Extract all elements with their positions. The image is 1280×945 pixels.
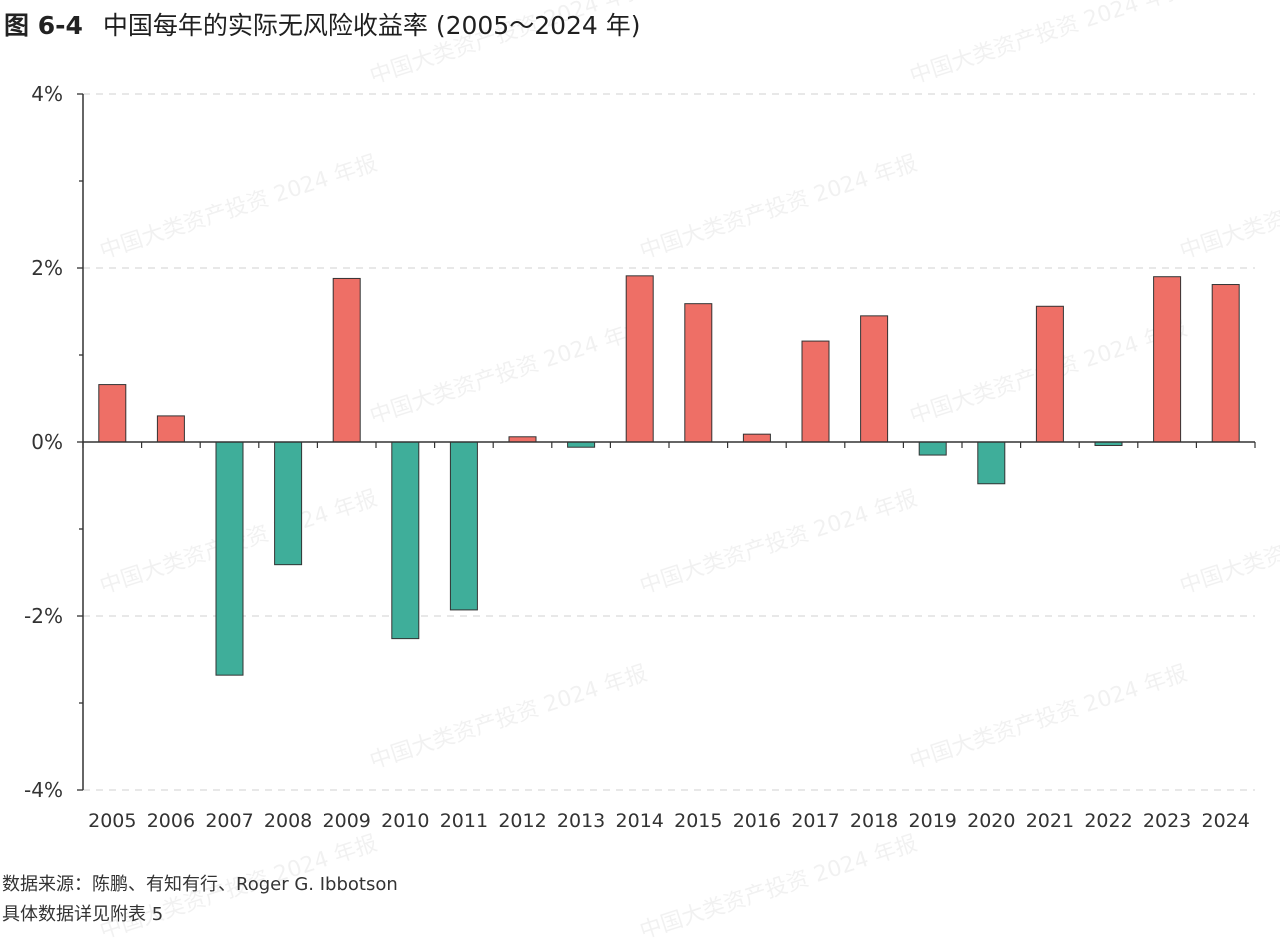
y-ticks: -4% -2% 0% 2% 4% bbox=[24, 82, 83, 802]
y-tick-label: 4% bbox=[31, 82, 63, 106]
x-tick-label: 2005 bbox=[88, 810, 136, 832]
data-note: 具体数据详见附表 5 bbox=[2, 904, 164, 925]
x-tick-label: 2024 bbox=[1202, 810, 1250, 832]
bar-2008 bbox=[274, 441, 303, 566]
bar-2012 bbox=[508, 436, 537, 443]
bar-2007 bbox=[215, 441, 244, 676]
figure-number: 图 6-4 bbox=[4, 11, 83, 40]
bar-2014 bbox=[625, 275, 654, 443]
bar-2017 bbox=[801, 340, 830, 443]
x-tick-label: 2014 bbox=[616, 810, 664, 832]
bar-2018 bbox=[860, 315, 889, 443]
grid-lines bbox=[83, 93, 1255, 791]
x-tick-label: 2021 bbox=[1026, 810, 1074, 832]
x-tick-label: 2006 bbox=[147, 810, 195, 832]
bar-2010 bbox=[391, 441, 420, 640]
x-tick-label: 2015 bbox=[674, 810, 722, 832]
x-tick-label: 2010 bbox=[381, 810, 429, 832]
x-tick-label: 2017 bbox=[791, 810, 839, 832]
x-tick-label: 2008 bbox=[264, 810, 312, 832]
source-note: 数据来源：陈鹏、有知有行、Roger G. Ibbotson bbox=[2, 874, 398, 895]
x-tick-label: 2012 bbox=[498, 810, 546, 832]
x-ticks: 2005 2006 2007 2008 2009 2010 2011 2012 2013 2014… bbox=[82, 442, 1256, 832]
y-tick-label: 2% bbox=[31, 256, 63, 280]
y-tick-label: 0% bbox=[31, 430, 63, 454]
bar-2011 bbox=[449, 441, 478, 611]
bar-2023 bbox=[1153, 276, 1182, 443]
bar-2019 bbox=[918, 441, 947, 456]
bar-2015 bbox=[684, 303, 713, 443]
bar-2016 bbox=[742, 433, 771, 443]
bar-chart: -4% -2% 0% 2% 4% 2005 2006 2007 2008 2009 2010 201… bbox=[24, 82, 1256, 832]
x-tick-label: 2013 bbox=[557, 810, 605, 832]
bar-2020 bbox=[977, 441, 1006, 485]
x-tick-label: 2009 bbox=[323, 810, 371, 832]
x-tick-label: 2019 bbox=[909, 810, 957, 832]
x-tick-label: 2007 bbox=[205, 810, 253, 832]
y-tick-label: -2% bbox=[24, 604, 63, 628]
figure-name: 中国每年的实际无风险收益率 (2005～2024 年) bbox=[102, 11, 641, 40]
bar-2009 bbox=[332, 277, 361, 443]
bar-2005 bbox=[98, 384, 127, 443]
bar-2021 bbox=[1035, 305, 1064, 443]
bar-2024 bbox=[1211, 284, 1240, 443]
x-tick-label: 2020 bbox=[967, 810, 1015, 832]
bar-2006 bbox=[156, 415, 185, 443]
y-tick-label: -4% bbox=[24, 778, 63, 802]
figure-title: 图 6-4 中国每年的实际无风险收益率 (2005～2024 年) bbox=[4, 6, 641, 42]
x-tick-label: 2022 bbox=[1084, 810, 1132, 832]
x-tick-label: 2016 bbox=[733, 810, 781, 832]
bars bbox=[98, 275, 1240, 676]
x-tick-label: 2023 bbox=[1143, 810, 1191, 832]
x-tick-label: 2011 bbox=[440, 810, 488, 832]
x-tick-label: 2018 bbox=[850, 810, 898, 832]
bar-2013 bbox=[567, 441, 596, 448]
